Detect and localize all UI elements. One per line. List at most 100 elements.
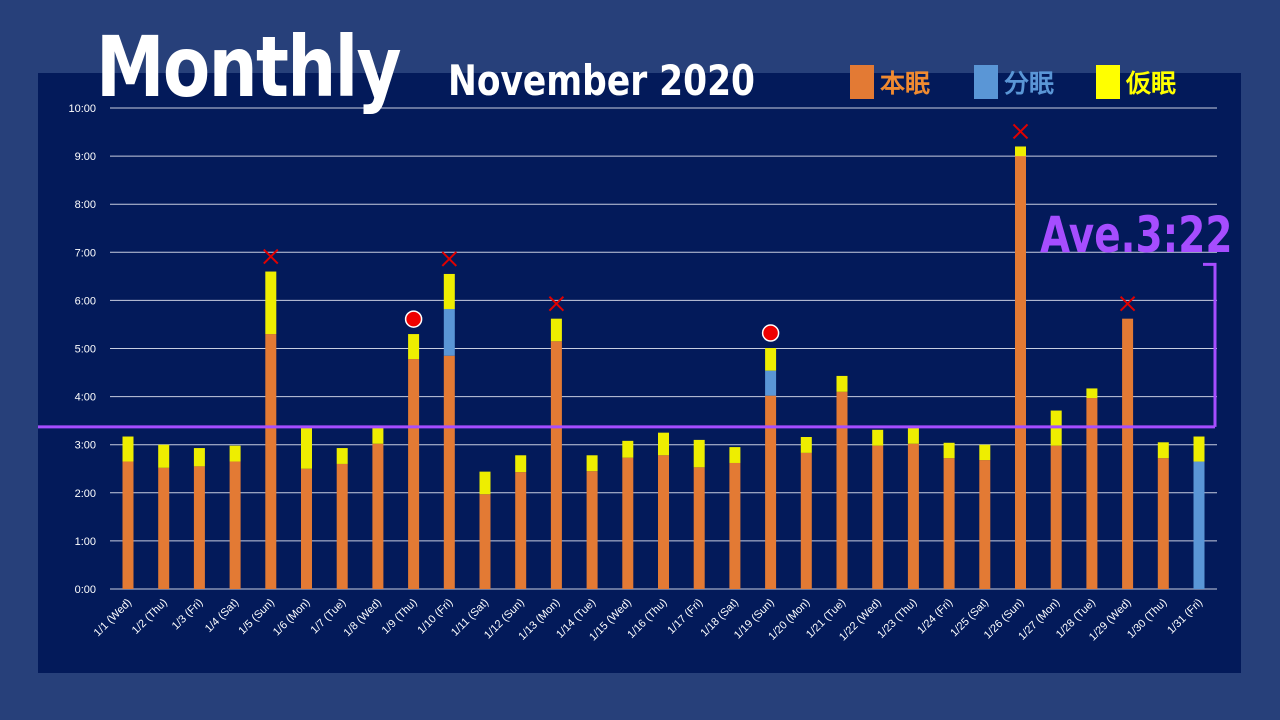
bar-segment: [872, 445, 884, 589]
bar-segment: [301, 468, 312, 589]
y-tick-label: 3:00: [75, 440, 96, 452]
bar-segment: [907, 427, 919, 444]
bar-segment: [800, 437, 812, 453]
bar-segment: [979, 460, 991, 589]
bar-segment: [1015, 146, 1026, 157]
month-subtitle: November 2020: [448, 56, 756, 105]
bar-segment: [1086, 398, 1098, 589]
legend-swatch-main: [850, 65, 874, 99]
circle-marker: [761, 324, 780, 342]
cross-marker: [548, 295, 565, 312]
bar-segment: [229, 461, 241, 589]
cross-marker: [263, 248, 279, 265]
bar-segment: [372, 443, 384, 589]
page-title: Monthly: [96, 18, 402, 116]
bar-segment: [836, 391, 848, 589]
bar-segment: [943, 458, 955, 589]
bar-segment: [515, 472, 527, 589]
bar-segment: [265, 271, 277, 335]
bar-segment: [229, 445, 241, 462]
bar-segment: [658, 432, 669, 456]
bar-segment: [1050, 445, 1062, 589]
bar-segment: [586, 455, 598, 472]
bar-segment: [265, 334, 277, 589]
bar-segment: [193, 466, 205, 589]
y-tick-label: 10:00: [68, 103, 96, 115]
bar-segment: [193, 448, 205, 467]
bar-segment: [765, 348, 777, 371]
y-tick-label: 7:00: [75, 247, 96, 259]
y-tick-label: 4:00: [75, 392, 96, 404]
y-tick-label: 1:00: [75, 536, 96, 548]
y-tick-label: 6:00: [75, 295, 96, 307]
bar-segment: [658, 455, 669, 589]
bar-segment: [550, 318, 562, 342]
y-tick-label: 8:00: [75, 199, 96, 211]
bar-segment: [979, 444, 991, 461]
bar-segment: [622, 440, 634, 458]
bar-segment: [1086, 388, 1098, 399]
legend-label-main: 本眠: [880, 69, 931, 98]
legend-label-nap: 仮眠: [1126, 69, 1177, 98]
bar-segment: [122, 436, 134, 462]
cross-marker: [1012, 123, 1029, 140]
bar-segment: [301, 426, 312, 469]
bar-segment: [729, 447, 741, 463]
legend-label-split: 分眠: [1004, 69, 1055, 98]
average-bracket: [1203, 262, 1217, 427]
x-tick-label: 1/1 (Wed): [92, 597, 134, 639]
bar-segment: [586, 471, 598, 589]
bar-segment: [1157, 442, 1169, 459]
bar-segment: [907, 443, 919, 589]
y-tick-label: 2:00: [75, 488, 96, 500]
bar-segment: [550, 341, 562, 589]
bar-segment: [479, 471, 491, 495]
chart-panel: 0:00 1:00 2:00 3:00 4:00 5:00 6:00 7:00 8:00 9:00…: [38, 73, 1241, 673]
bar-segment: [336, 448, 348, 464]
x-tick-label: 1/8 (Wed): [342, 597, 384, 639]
bar-segment: [1122, 318, 1134, 589]
x-tick-label: 1/3 (Fri): [170, 597, 206, 633]
bar-segment: [1157, 458, 1169, 589]
x-tick-label: 1/4 (Sat): [203, 597, 241, 635]
bar-segment: [122, 461, 134, 589]
cross-marker: [1119, 295, 1136, 312]
bar-segment: [479, 494, 491, 589]
legend-split-sleep: 分眠: [974, 64, 1054, 100]
bar-segment: [729, 462, 741, 589]
y-tick-label: 0:00: [75, 584, 96, 596]
bar-segment: [765, 370, 777, 396]
sleep-bar-chart: 0:00 1:00 2:00 3:00 4:00 5:00 6:00 7:00 8:00 9:00…: [38, 103, 1217, 643]
bar-segment: [693, 467, 705, 589]
bar-segment: [872, 429, 884, 446]
bar-segment: [408, 359, 420, 589]
bar-segment: [622, 457, 634, 589]
bar-segment: [1015, 156, 1026, 589]
legend-swatch-split: [974, 65, 998, 99]
bar-segment: [836, 375, 848, 392]
y-tick-label: 5:00: [75, 344, 96, 356]
y-tick-label: 9:00: [75, 151, 96, 163]
bar-segment: [158, 444, 170, 468]
bar-segment: [372, 425, 384, 444]
bar-segment: [443, 273, 455, 310]
bar-segment: [765, 395, 777, 589]
x-tick-label: 1/2 (Thu): [130, 597, 170, 637]
bar-segment: [336, 463, 348, 589]
bar-segment: [943, 442, 955, 459]
legend-swatch-nap: [1096, 65, 1120, 99]
x-tick-label: 1/6 (Mon): [271, 597, 313, 639]
circle-marker: [404, 310, 423, 328]
bar-segment: [158, 467, 170, 589]
bar-segment: [800, 452, 812, 589]
legend-nap: 仮眠: [1096, 64, 1176, 100]
bar-segment: [408, 334, 420, 360]
bar-segment: [515, 455, 527, 473]
bar-segment: [443, 309, 455, 356]
bar-segment: [1193, 436, 1205, 462]
bar-segment: [1193, 461, 1205, 589]
legend-main-sleep: 本眠: [850, 64, 930, 100]
bar-segment: [443, 355, 455, 589]
bar-segment: [693, 439, 705, 468]
x-tick-label: 1/9 (Thu): [380, 597, 420, 637]
